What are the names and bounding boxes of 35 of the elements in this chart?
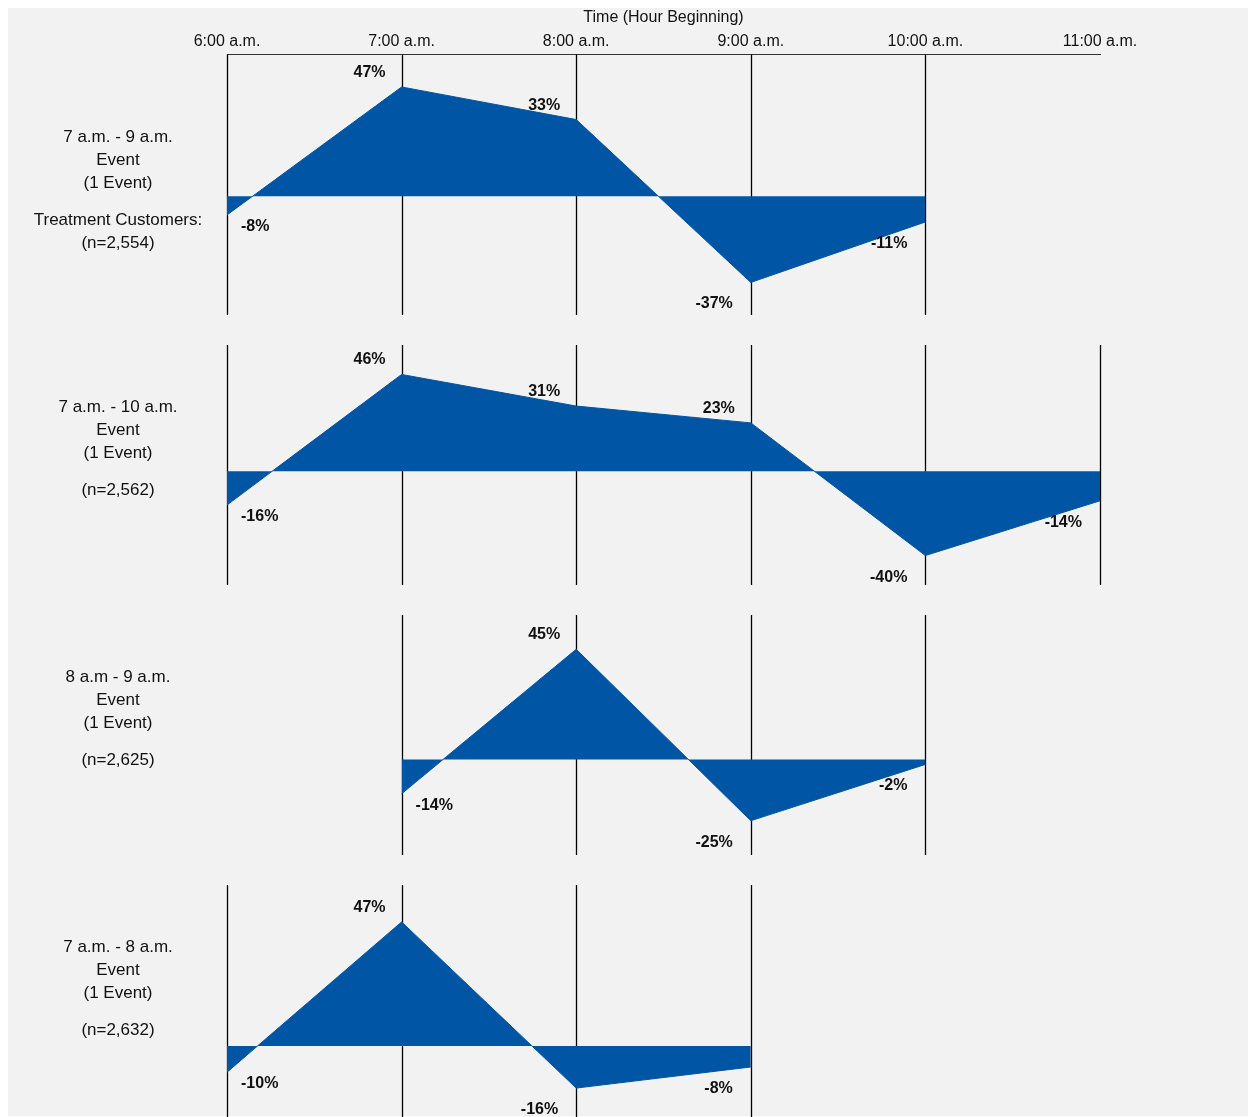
x-axis-title: Time (Hour Beginning) [583,8,744,26]
text: Treatment Customers: [32,209,204,231]
x-tick-label: 6:00 a.m. [193,32,261,50]
x-tick-label: 11:00 a.m. [1062,32,1138,50]
text: (n=2,562) [80,479,156,501]
text: 8 a.m - 9 a.m. Event (1 Event) [64,666,172,734]
text: (n=2,625) [80,749,156,771]
text: (n=2,632) [80,1019,156,1041]
data-label: -14% [415,795,453,813]
data-label: -14% [1044,512,1082,530]
text: 7 a.m. - 8 a.m. Event (1 Event) [62,936,174,1004]
data-label: 31% [528,382,561,400]
data-label: 33% [528,95,561,113]
data-label: -37% [695,294,733,312]
data-label: 46% [353,350,386,368]
data-label: -25% [695,832,733,850]
data-label: -2% [878,776,908,794]
text: 7 a.m. - 10 a.m. Event (1 Event) [57,396,179,464]
data-label: -16% [241,507,279,524]
data-label: -8% [704,1078,733,1096]
data-label: 23% [702,398,735,416]
x-tick-label: 10:00 a.m. [887,32,964,50]
data-label: 47% [353,897,386,915]
data-label: -11% [870,233,908,251]
text: 7 a.m. - 9 a.m. Event (1 Event) [62,126,174,194]
x-tick-label: 9:00 a.m. [717,32,785,50]
data-label: 47% [353,62,386,80]
x-tick-label: 8:00 a.m. [542,32,610,50]
data-label: -40% [870,567,908,585]
text: (n=2,554) [80,232,156,254]
data-label: -16% [520,1100,559,1117]
data-label: -10% [241,1074,279,1092]
data-label: -8% [241,216,270,234]
x-tick-label: 7:00 a.m. [368,32,435,50]
data-label: 45% [528,625,561,643]
